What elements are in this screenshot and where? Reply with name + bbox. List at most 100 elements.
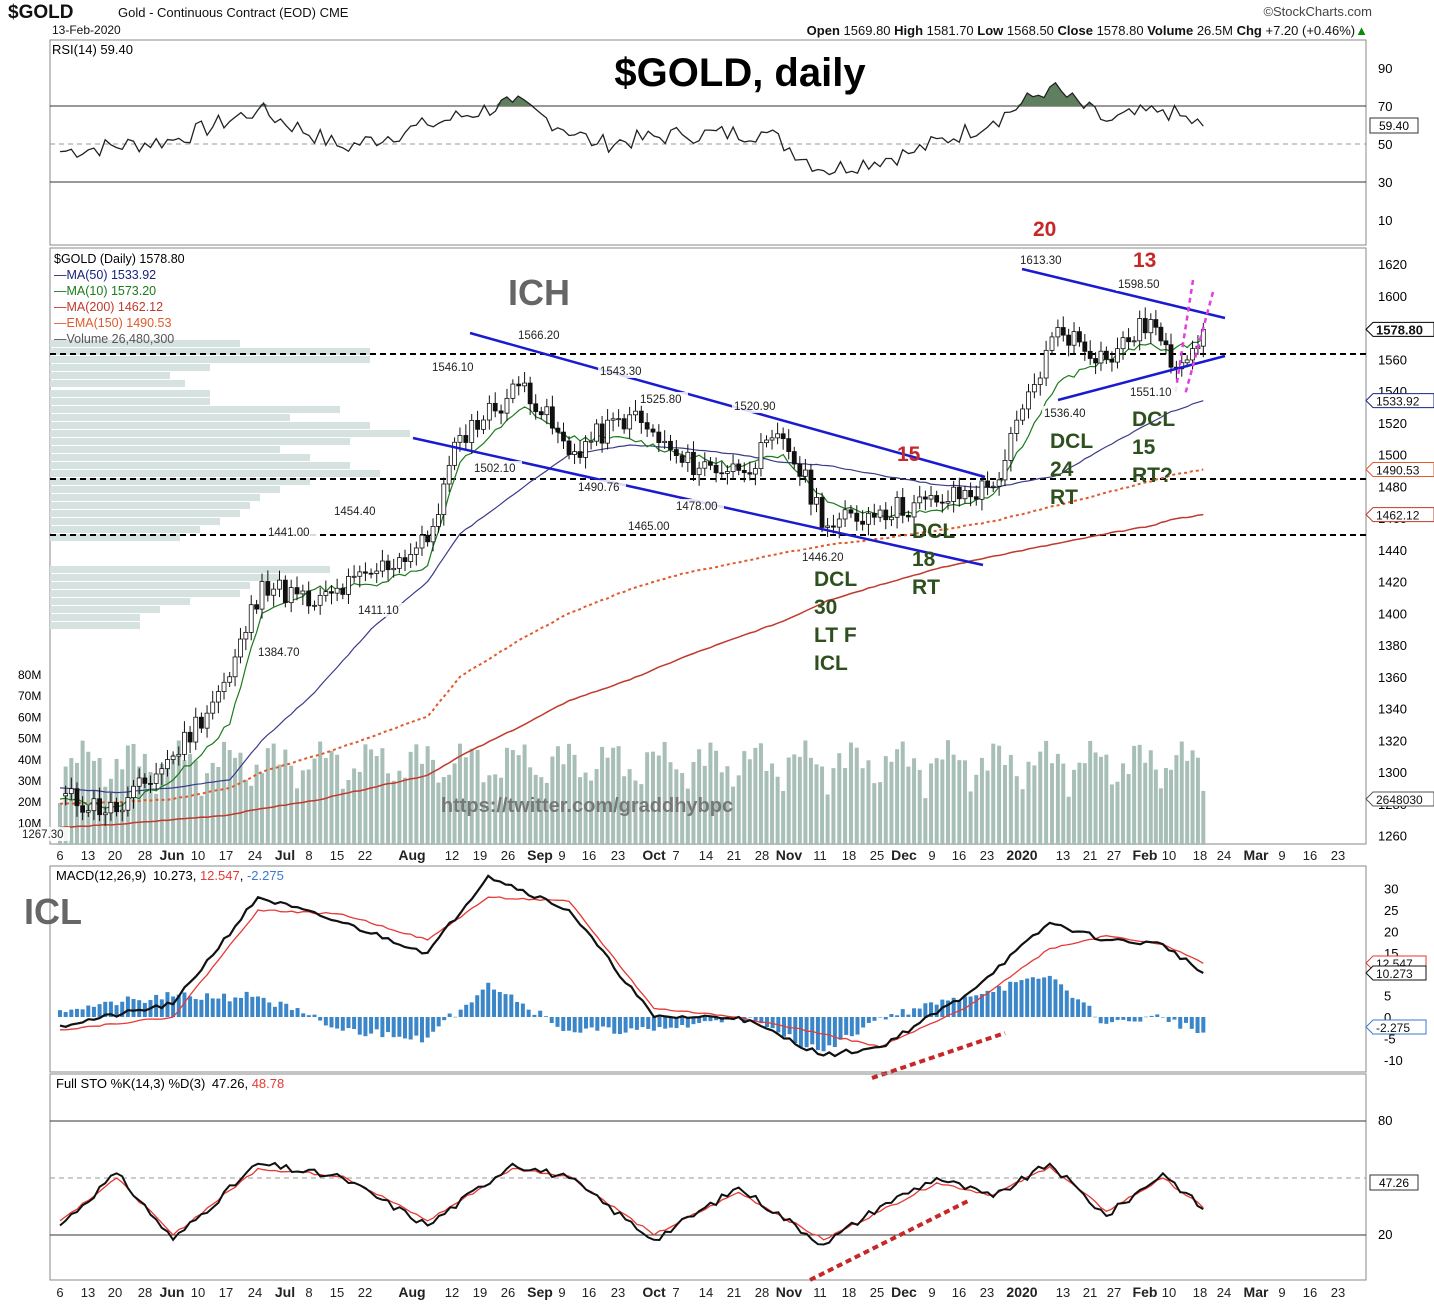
dcl-annotation: DCL: [1050, 430, 1093, 453]
rsi-tick-label: 90: [1378, 61, 1392, 76]
volume-bar: [1061, 763, 1066, 845]
macd-histogram-bar: [793, 1017, 798, 1044]
candle: [696, 461, 702, 486]
volume-bar: [929, 763, 934, 845]
candle: [848, 504, 854, 518]
volume-bar: [419, 763, 424, 845]
price-label: 1551.10: [1128, 385, 1178, 399]
stochastic-panel: 80 20 Full STO %K(14,3) %D(3) 47.26, 48.…: [49, 1073, 1419, 1282]
candle: [1153, 310, 1159, 336]
macd-histogram-bar: [103, 1001, 108, 1017]
volume-profile-bar: [50, 398, 210, 405]
x-axis-label: 8: [305, 848, 312, 863]
x-axis-label: Aug: [398, 1284, 425, 1300]
candle: [951, 480, 957, 513]
svg-text:1441.00: 1441.00: [268, 527, 310, 539]
high-label: High: [894, 23, 924, 38]
dcl-annotation: 24: [1050, 458, 1074, 481]
chg-value: +7.20 (+0.46%): [1265, 23, 1356, 38]
volume-bar: [583, 772, 588, 845]
macd-histogram-bar: [86, 1005, 91, 1017]
volume-bar: [210, 762, 215, 845]
candle: [928, 485, 934, 508]
volume-bar: [1137, 744, 1142, 845]
volume-tick-label: 60M: [18, 710, 41, 724]
macd-histogram-bar: [770, 1017, 775, 1029]
volume-bar: [957, 760, 962, 845]
volume-bar: [425, 746, 430, 845]
candle: [165, 750, 170, 777]
volume-bar: [481, 782, 486, 845]
candle: [1148, 313, 1154, 344]
x-axis-label: 23: [611, 1285, 625, 1300]
volume-bar: [878, 782, 883, 845]
candle: [769, 429, 775, 450]
macd-histogram-bar: [889, 1014, 894, 1017]
open-label: Open: [806, 23, 840, 38]
candle: [814, 487, 819, 513]
macd-histogram-bar: [216, 998, 221, 1017]
volume-bar: [825, 794, 830, 845]
candle: [1066, 328, 1072, 357]
x-axis-label: 9: [558, 1285, 565, 1300]
candle: [588, 431, 594, 450]
volume-bar: [340, 788, 345, 845]
macd-histogram-bar: [346, 1017, 351, 1029]
volume-bar: [758, 743, 763, 845]
macd-histogram-bar: [97, 1004, 102, 1017]
svg-text:1536.40: 1536.40: [1044, 408, 1086, 420]
volume-profile-bar: [50, 356, 370, 363]
x-axis-label: Aug: [398, 847, 425, 863]
macd-histogram-bar: [991, 992, 996, 1017]
volume-bar: [674, 769, 679, 845]
x-axis-label: 10: [1162, 848, 1176, 863]
macd-histogram-bar: [74, 1008, 79, 1017]
volume-bar: [1014, 776, 1019, 845]
projection-line-1: [1173, 279, 1195, 396]
macd-histogram-bar: [951, 997, 956, 1017]
candle: [917, 485, 923, 510]
ma50-line: [59, 400, 1204, 794]
candle: [119, 802, 125, 822]
macd-histogram-bar: [832, 1017, 837, 1048]
volume-bar: [346, 779, 351, 845]
x-axis-label: 20: [108, 1285, 122, 1300]
candle: [294, 576, 300, 601]
macd-histogram-bar: [1121, 1017, 1126, 1020]
x-axis-label: 9: [928, 1285, 935, 1300]
volume-profile-bar: [50, 526, 200, 533]
volume-bar: [1055, 753, 1060, 845]
candle: [638, 404, 644, 434]
x-axis-label: 18: [842, 848, 856, 863]
svg-text:1446.20: 1446.20: [802, 552, 844, 564]
macd-histogram-bar: [1053, 979, 1058, 1017]
macd-histogram-bar: [589, 1017, 594, 1028]
volume-bar: [697, 749, 702, 845]
x-axis-label: 18: [1193, 848, 1207, 863]
volume-bar: [854, 747, 859, 845]
x-axis-label: Jun: [160, 847, 185, 863]
svg-text:1454.40: 1454.40: [334, 506, 376, 518]
volume-bar: [1132, 745, 1137, 845]
candle: [306, 581, 312, 614]
candle: [730, 454, 736, 480]
macd-divergence-line: [871, 1031, 1006, 1080]
macd-histogram-bar: [397, 1017, 402, 1037]
svg-text:1478.00: 1478.00: [676, 501, 718, 513]
x-axis-label: 2020: [1006, 847, 1037, 863]
candle: [357, 565, 363, 588]
macd-histogram-bar: [1081, 1002, 1086, 1017]
x-axis-label: 9: [1278, 1285, 1285, 1300]
macd-histogram-bar: [1019, 980, 1024, 1017]
candle: [747, 461, 753, 481]
svg-text:1525.80: 1525.80: [640, 394, 682, 406]
candle: [725, 465, 730, 485]
candle: [1163, 332, 1169, 355]
macd-histogram-bar: [369, 1017, 374, 1034]
candle: [1168, 333, 1174, 374]
candle: [259, 573, 265, 619]
macd-histogram-bar: [318, 1017, 323, 1021]
macd-histogram-bar: [691, 1017, 696, 1025]
volume-bar: [951, 754, 956, 845]
x-axis-label: 27: [1107, 848, 1121, 863]
